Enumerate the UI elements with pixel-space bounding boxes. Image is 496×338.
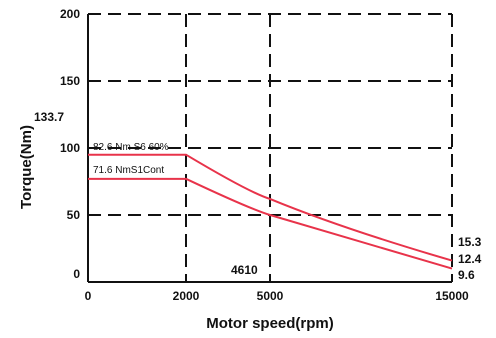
end-value-mid: 12.4 bbox=[458, 252, 482, 266]
x-tick-label-2000: 2000 bbox=[173, 289, 200, 303]
y-tick-label-100: 100 bbox=[60, 141, 80, 155]
plot-frame bbox=[87, 14, 452, 283]
y-tick-label-200: 200 bbox=[60, 7, 80, 21]
x-tick-label-5000: 5000 bbox=[257, 289, 284, 303]
y-axis-title: Torque(Nm) bbox=[18, 125, 35, 209]
x-extra-label: 4610 bbox=[231, 263, 258, 277]
chart-grid bbox=[88, 13, 453, 282]
series-line-1 bbox=[88, 153, 453, 262]
y-tick-label-0: 0 bbox=[73, 267, 80, 281]
series-line-2 bbox=[88, 177, 453, 270]
series-label-s6: 82.6 Nm S6 60% bbox=[93, 142, 169, 153]
x-tick-label-15000: 15000 bbox=[435, 289, 469, 303]
series-layer bbox=[88, 153, 453, 270]
end-value-s6: 15.3 bbox=[458, 235, 482, 249]
y-tick-label-50: 50 bbox=[67, 208, 81, 222]
series-label-s1: 71.6 NmS1Cont bbox=[93, 165, 164, 176]
y-extra-label: 133.7 bbox=[34, 110, 64, 124]
x-axis-title: Motor speed(rpm) bbox=[206, 315, 334, 332]
x-tick-label-0: 0 bbox=[85, 289, 92, 303]
y-tick-label-150: 150 bbox=[60, 74, 80, 88]
y-axis-ticks: 200 150 100 50 0 bbox=[60, 7, 80, 281]
end-value-s1: 9.6 bbox=[458, 268, 475, 282]
x-axis-ticks: 0 2000 5000 15000 bbox=[85, 289, 469, 303]
